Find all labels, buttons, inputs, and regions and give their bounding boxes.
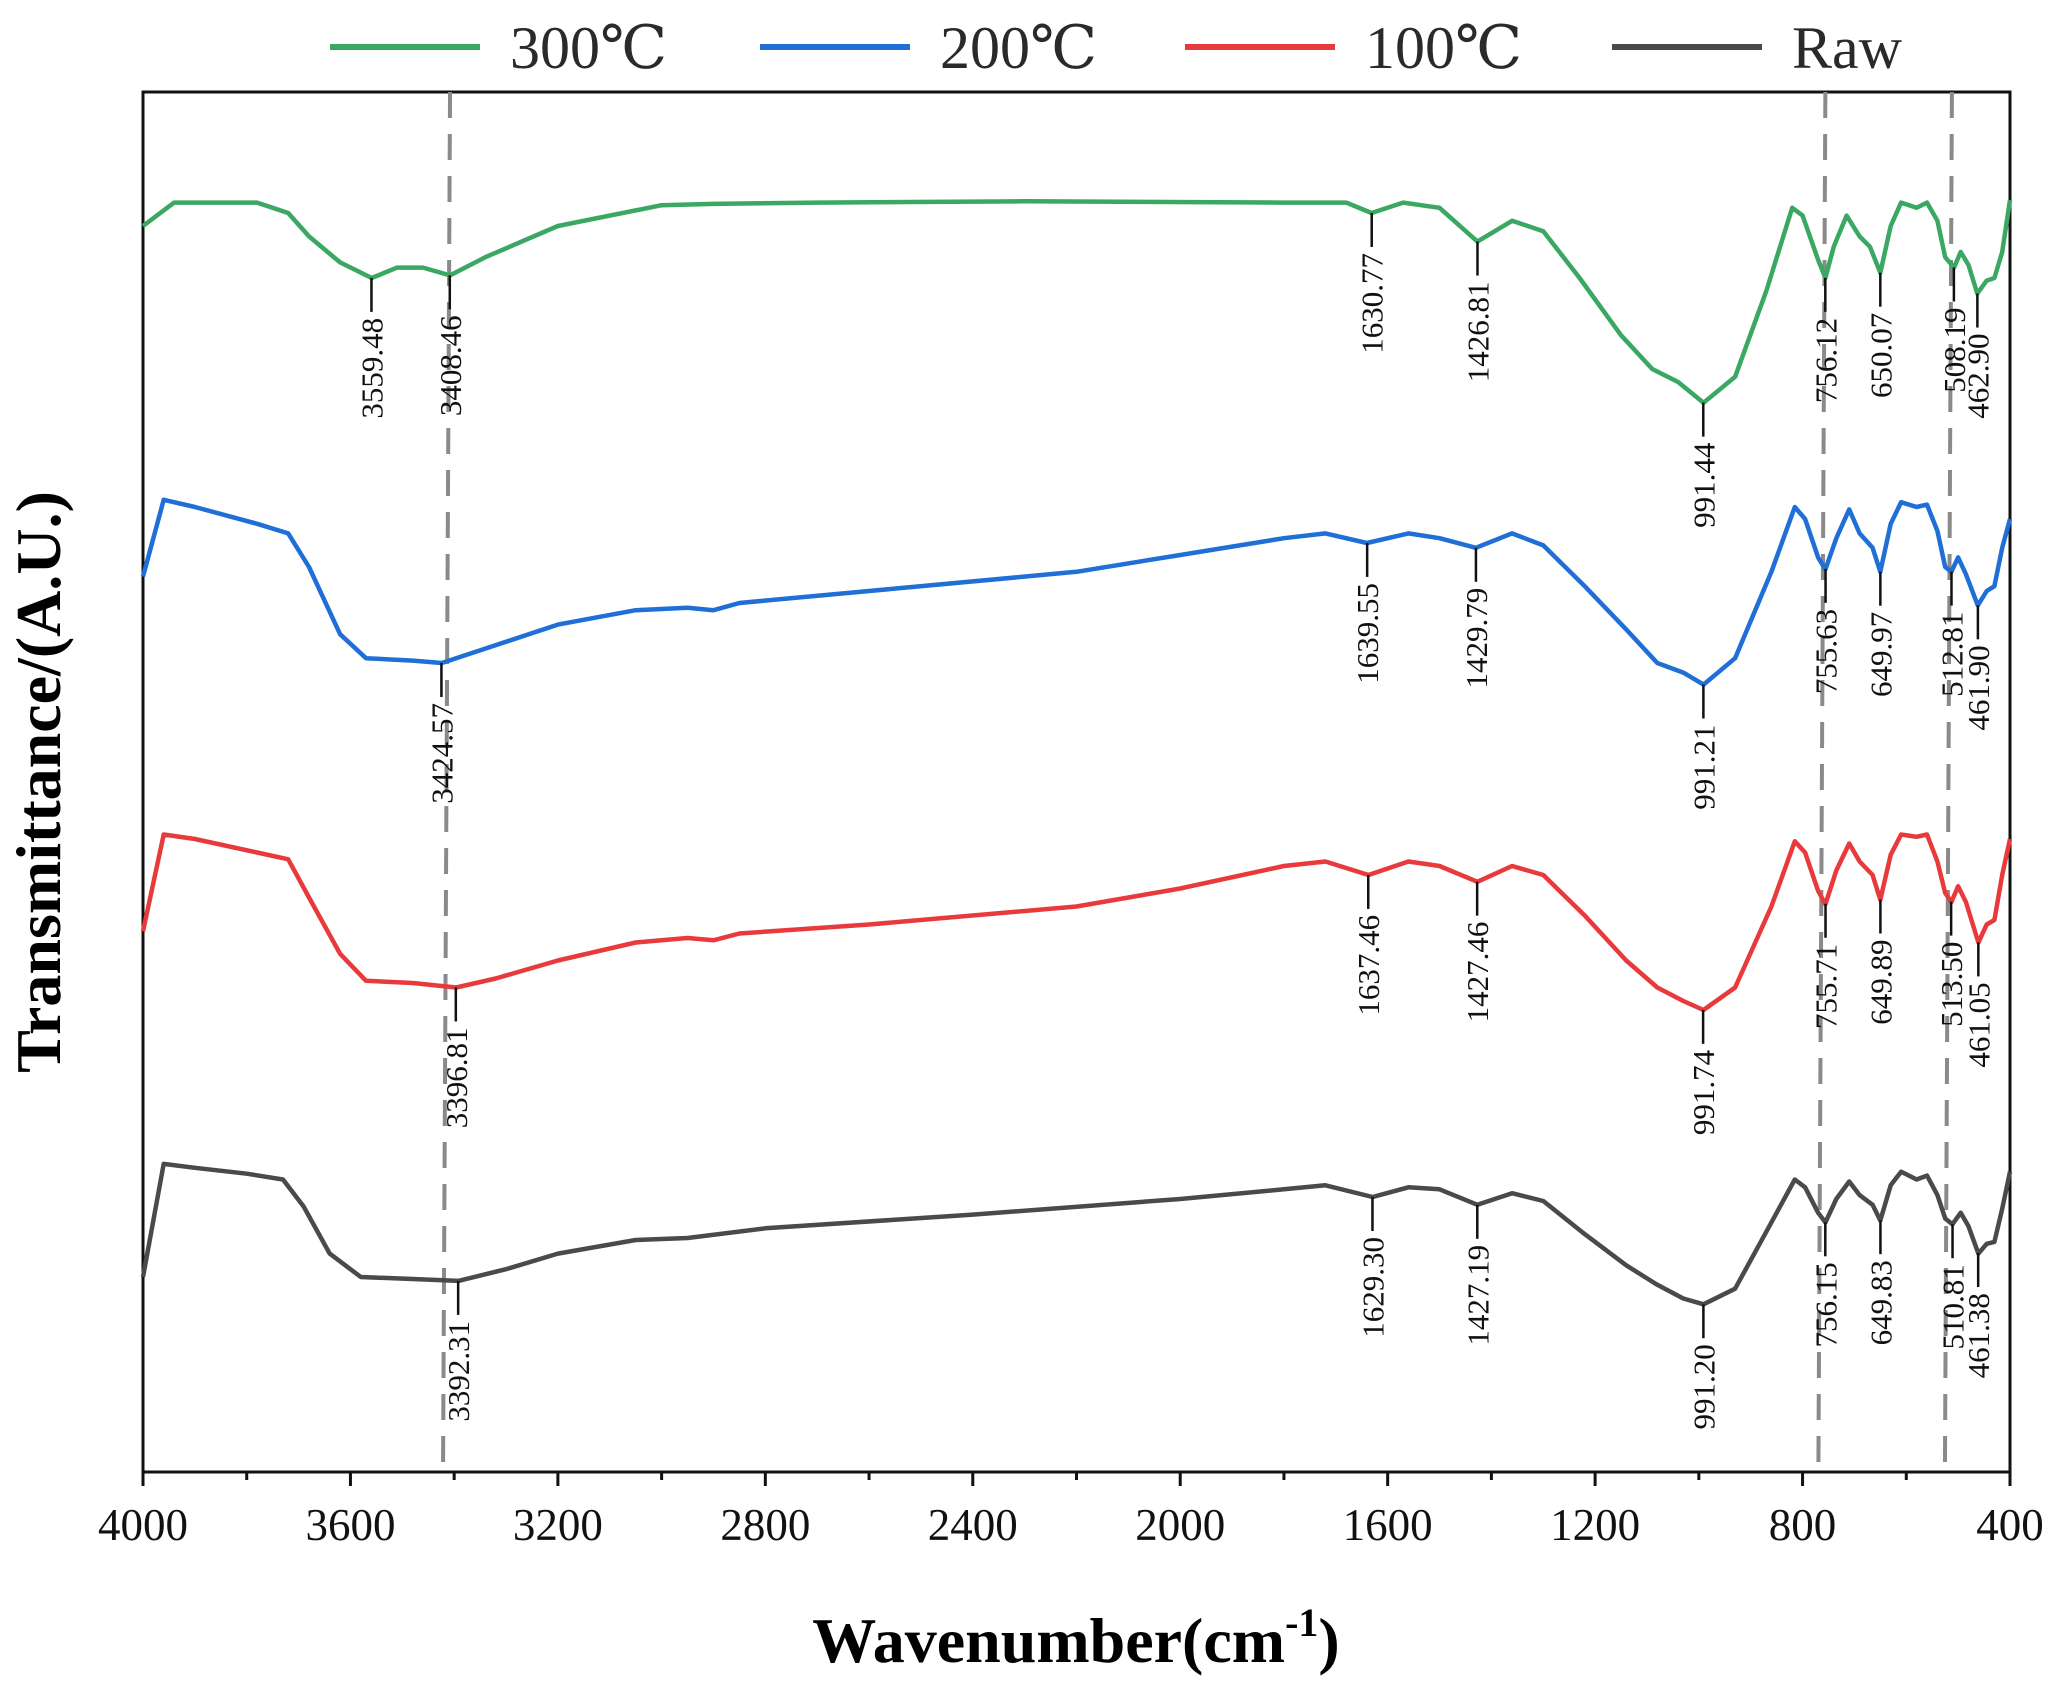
x-tick-label-6: 1600 [1343, 1500, 1433, 1550]
peak-label-300℃-2: 1630.77 [1355, 253, 1390, 354]
legend-label-2: 100℃ [1365, 15, 1522, 81]
x-tick-label-4: 2400 [928, 1500, 1018, 1550]
peak-label-200℃-6: 512.81 [1934, 612, 1969, 697]
peak-label-200℃-0: 3424.57 [424, 703, 459, 804]
y-axis-title: Transmittance/(A.U.) [3, 491, 74, 1073]
peak-label-Raw-4: 756.15 [1808, 1262, 1843, 1347]
peak-label-300℃-4: 991.44 [1686, 442, 1721, 528]
peak-label-200℃-4: 755.63 [1809, 609, 1844, 694]
series-lines [140, 199, 2013, 1307]
peak-label-300℃-3: 1426.81 [1460, 282, 1495, 383]
peak-label-Raw-1: 1629.30 [1355, 1237, 1390, 1338]
peak-label-300℃-0: 3559.48 [354, 318, 389, 419]
peak-label-Raw-0: 3392.31 [441, 1321, 476, 1422]
x-axis-title-base: Wavenumber(cm [812, 1605, 1285, 1676]
peak-label-300℃-6: 650.07 [1863, 313, 1898, 398]
peak-label-Raw-5: 649.83 [1863, 1260, 1898, 1345]
x-axis-title-close: ) [1318, 1605, 1339, 1676]
legend: 300℃ 200℃ 100℃ Raw [330, 15, 1903, 81]
series-line-Raw [140, 1161, 2013, 1307]
x-tick-label-7: 1200 [1550, 1500, 1640, 1550]
legend-label-1: 200℃ [940, 15, 1097, 81]
peak-label-Raw-2: 1427.19 [1460, 1245, 1495, 1346]
x-tick-label-9: 400 [1976, 1500, 2044, 1550]
peak-label-200℃-5: 649.97 [1863, 612, 1898, 697]
reference-line-2 [1942, 91, 1954, 1473]
peak-label-Raw-7: 461.38 [1961, 1293, 1996, 1378]
peak-label-200℃-7: 461.90 [1961, 645, 1996, 730]
series-line-200℃ [140, 497, 2013, 687]
peak-label-200℃-3: 991.21 [1686, 725, 1721, 810]
reference-line-1 [1816, 91, 1828, 1473]
peak-label-200℃-2: 1429.79 [1459, 588, 1494, 689]
peak-label-100℃-3: 991.74 [1686, 1049, 1721, 1135]
peak-label-100℃-5: 649.89 [1863, 940, 1898, 1025]
x-tick-label-8: 800 [1769, 1500, 1837, 1550]
peak-label-300℃-1: 3408.46 [433, 315, 468, 416]
reference-line-0 [441, 91, 453, 1473]
x-tick-label-3: 2800 [720, 1500, 810, 1550]
x-tick-label-0: 4000 [98, 1500, 188, 1550]
peak-label-100℃-2: 1427.46 [1460, 922, 1495, 1023]
plot-frame [141, 90, 2012, 1474]
peak-label-Raw-3: 991.20 [1686, 1344, 1721, 1429]
x-axis: 4000 3600 3200 2800 2400 2000 1600 1200 800 400 [98, 1472, 2044, 1550]
peak-label-100℃-4: 755.71 [1809, 944, 1844, 1029]
legend-label-0: 300℃ [510, 15, 667, 81]
peak-label-100℃-7: 461.05 [1961, 982, 1996, 1067]
peak-label-200℃-1: 1639.55 [1350, 583, 1385, 684]
series-line-300℃ [141, 199, 2013, 406]
series-line-100℃ [140, 832, 2013, 1013]
x-tick-label-5: 2000 [1135, 1500, 1225, 1550]
peak-label-100℃-6: 513.50 [1934, 942, 1969, 1027]
peak-label-Raw-6: 510.81 [1936, 1264, 1971, 1349]
peak-label-300℃-8: 462.90 [1960, 334, 1995, 419]
peak-label-100℃-0: 3396.81 [439, 1027, 474, 1128]
peak-label-300℃-5: 756.12 [1808, 318, 1843, 403]
peak-annotations: 3559.48 3408.46 1630.77 1426.81 991.44 756.12… [354, 212, 1996, 1430]
peak-label-300℃-7: 508.19 [1937, 307, 1972, 392]
legend-label-3: Raw [1792, 15, 1903, 81]
x-axis-title: Wavenumber(cm-1) [812, 1600, 1339, 1676]
peak-label-100℃-1: 1637.46 [1351, 915, 1386, 1016]
x-axis-title-superscript: -1 [1285, 1600, 1318, 1645]
reference-lines [441, 91, 1954, 1473]
x-tick-label-2: 3200 [513, 1500, 603, 1550]
x-tick-label-1: 3600 [305, 1500, 395, 1550]
